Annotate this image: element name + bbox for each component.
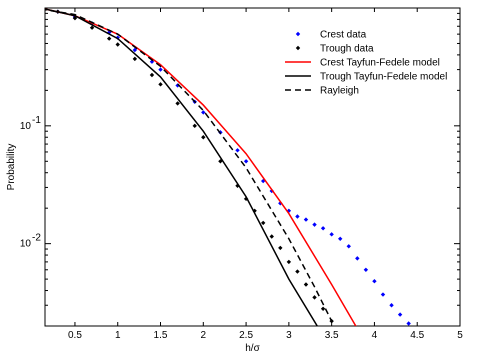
y-tick-exponent: -1: [32, 115, 41, 126]
data-point: [149, 72, 155, 78]
data-point: [260, 220, 266, 226]
data-point: [338, 236, 343, 241]
data-point: [278, 245, 283, 251]
data-point: [303, 217, 309, 222]
data-point: [406, 321, 411, 326]
data-point: [355, 256, 360, 261]
series-layer: [45, 8, 411, 326]
x-tick-label: 1.5: [154, 330, 168, 341]
data-point: [295, 269, 300, 274]
data-point: [389, 303, 394, 308]
data-point: [243, 159, 249, 164]
y-tick-label: 10: [20, 239, 32, 250]
x-tick-label: 3: [286, 330, 292, 341]
data-point: [320, 226, 326, 231]
data-point: [346, 244, 351, 249]
legend-item: Rayleigh: [285, 86, 359, 97]
x-tick-label: 1: [115, 330, 121, 341]
data-point: [89, 25, 95, 30]
data-point: [201, 110, 206, 115]
legend-item: Trough data: [295, 44, 374, 55]
axes-layer: 0.5 1 1.5 2 2.5 3 3.5 4 4.5 510-110-2: [20, 8, 463, 341]
data-point: [175, 101, 180, 106]
x-tick-label: 4.5: [410, 330, 424, 341]
data-point: [235, 148, 240, 153]
data-point: [175, 83, 180, 88]
data-point: [106, 30, 112, 35]
data-point: [329, 232, 334, 237]
data-point: [312, 295, 317, 300]
x-axis-label: h/σ: [245, 343, 260, 354]
y-tick-exponent: -2: [32, 233, 41, 244]
x-tick-label: 2.5: [239, 330, 253, 341]
data-point: [132, 47, 138, 53]
data-point: [312, 222, 317, 227]
legend-label: Trough Tayfun-Fedele model: [320, 72, 447, 83]
data-point: [158, 82, 163, 87]
x-tick-label: 2: [201, 330, 207, 341]
series-4: [45, 8, 333, 322]
x-tick-label: 0.5: [68, 330, 82, 341]
legend-item: Crest data: [295, 30, 367, 41]
data-point: [397, 312, 403, 317]
series-3: [45, 8, 319, 326]
data-point: [158, 67, 163, 72]
legend-label: Rayleigh: [320, 86, 359, 97]
legend: Crest data Trough data Crest Tayfun-Fedele…: [285, 30, 447, 97]
data-point: [115, 42, 120, 47]
data-point: [363, 267, 369, 272]
y-tick-label: 10: [20, 121, 32, 132]
x-tick-label: 4: [372, 330, 378, 341]
data-point: [303, 282, 309, 287]
y-axis-label: Probability: [6, 144, 17, 191]
data-point: [269, 234, 274, 239]
data-point: [132, 56, 138, 62]
x-tick-label: 3.5: [325, 330, 339, 341]
data-point: [320, 306, 326, 311]
series-line: [45, 8, 319, 326]
legend-marker: [295, 45, 301, 51]
series-1: [55, 9, 334, 324]
plot-area: [44, 7, 461, 327]
legend-label: Trough data: [320, 44, 374, 55]
data-point: [106, 36, 112, 41]
x-tick-label: 5: [457, 330, 463, 341]
data-point: [295, 214, 300, 219]
legend-item: Trough Tayfun-Fedele model: [285, 72, 447, 83]
series-line: [45, 8, 333, 322]
data-point: [372, 279, 377, 284]
legend-marker: [295, 31, 301, 37]
data-point: [149, 59, 155, 64]
data-point: [201, 135, 206, 140]
legend-item: Crest Tayfun-Fedele model: [285, 58, 440, 69]
data-point: [286, 259, 292, 265]
legend-label: Crest Tayfun-Fedele model: [320, 58, 440, 69]
legend-label: Crest data: [320, 30, 367, 41]
data-point: [192, 123, 197, 129]
data-point: [380, 292, 386, 297]
